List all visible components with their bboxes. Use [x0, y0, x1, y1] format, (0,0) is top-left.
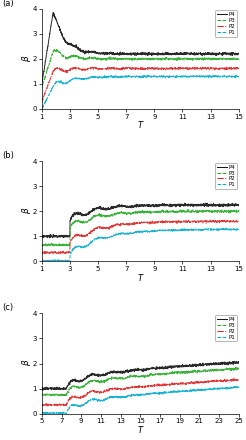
X-axis label: T: T [138, 274, 143, 282]
Legend: P4, P3, P2, P1: P4, P3, P2, P1 [215, 163, 237, 189]
Text: (a): (a) [2, 0, 14, 8]
Text: (c): (c) [2, 304, 14, 312]
X-axis label: T: T [138, 121, 143, 130]
Y-axis label: β: β [22, 208, 31, 214]
Y-axis label: β: β [22, 361, 31, 367]
Legend: P4, P3, P2, P1: P4, P3, P2, P1 [215, 315, 237, 341]
X-axis label: T: T [138, 426, 143, 435]
Legend: P4, P3, P2, P1: P4, P3, P2, P1 [215, 11, 237, 37]
Y-axis label: β: β [22, 56, 31, 62]
Text: (b): (b) [2, 151, 14, 160]
